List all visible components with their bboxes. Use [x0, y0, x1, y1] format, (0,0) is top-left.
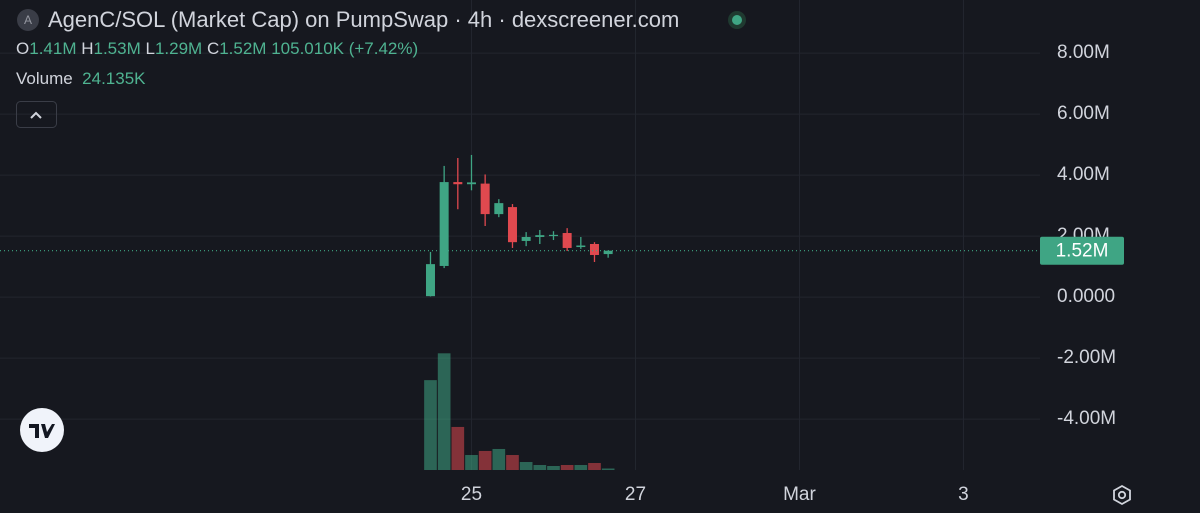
change-value: 105.010K (+7.42%)	[271, 39, 419, 58]
ohlc-value: 1.41M	[29, 39, 77, 58]
x-tick-label: 27	[625, 484, 646, 505]
volume-bar	[465, 455, 478, 470]
settings-dot	[1117, 490, 1127, 500]
ohlc-key: H	[81, 39, 94, 58]
candle-body	[494, 203, 504, 215]
volume-bar	[601, 468, 615, 470]
candle-body	[439, 182, 449, 266]
ohlc-value: 1.53M	[93, 39, 141, 58]
y-tick-label: 8.00M	[1057, 42, 1110, 63]
volume-bar	[588, 463, 601, 470]
y-tick-label: 6.00M	[1057, 103, 1110, 124]
ohlc-value: 1.29M	[154, 39, 203, 58]
ohlc-key: C	[206, 39, 220, 58]
status-dot	[732, 15, 742, 25]
chart-title: AgenC/SOL (Market Cap) on PumpSwap · 4h …	[48, 7, 679, 32]
volume-value: 24.135K	[82, 69, 146, 88]
candle-body	[562, 233, 572, 248]
volume-row: Volume 24.135K	[16, 69, 146, 89]
last-price-tag	[1040, 236, 1124, 265]
candle-body	[507, 207, 517, 243]
candle-body	[589, 243, 599, 255]
settings-icon[interactable]	[1113, 484, 1131, 506]
last-price-label: 1.52M	[1056, 241, 1109, 262]
ohlc-key: L	[145, 39, 155, 58]
ohlc-key: O	[16, 39, 30, 58]
collapse-icon	[30, 111, 42, 119]
volume-bar	[451, 426, 465, 470]
y-tick-label: -2.00M	[1057, 347, 1116, 368]
volume-key: Volume	[16, 69, 73, 88]
volume-bar	[560, 465, 574, 470]
candle-body	[521, 236, 531, 241]
candle-body	[425, 264, 435, 297]
ohlc-row: O1.41M H1.53M L1.29M C1.52M 105.010K (+7…	[16, 39, 418, 59]
grid-layer	[0, 0, 1040, 470]
candle-body	[453, 182, 463, 185]
ohlc-value: 1.52M	[219, 39, 267, 58]
candle-body	[466, 182, 476, 185]
candle-body	[576, 245, 586, 248]
y-tick-label: 0.0000	[1057, 286, 1115, 307]
volume-bar	[574, 465, 588, 470]
y-tick-label: -4.00M	[1057, 408, 1116, 429]
tv-logo-mark	[29, 424, 55, 438]
volume-bar	[547, 466, 560, 470]
volume-bar	[424, 380, 437, 470]
candle-body	[535, 235, 545, 237]
x-tick-label: Mar	[783, 484, 816, 505]
symbol-icon	[17, 9, 39, 31]
candle-body	[603, 250, 613, 255]
candle-body	[548, 234, 558, 237]
tv-logo	[20, 408, 64, 452]
y-tick-label: 4.00M	[1057, 164, 1110, 185]
x-tick-label: 3	[958, 484, 969, 505]
collapse-button[interactable]	[16, 101, 57, 128]
symbol-letter: A	[24, 13, 32, 27]
volume-bar	[519, 462, 533, 470]
x-tick-label: 25	[461, 484, 482, 505]
volume-bar	[478, 450, 492, 470]
volume-bar	[506, 455, 519, 470]
volume-bar	[437, 353, 451, 470]
settings-hex	[1113, 484, 1131, 506]
volume-bar	[533, 465, 547, 470]
candle-body	[480, 183, 490, 215]
volume-bar	[492, 448, 506, 470]
